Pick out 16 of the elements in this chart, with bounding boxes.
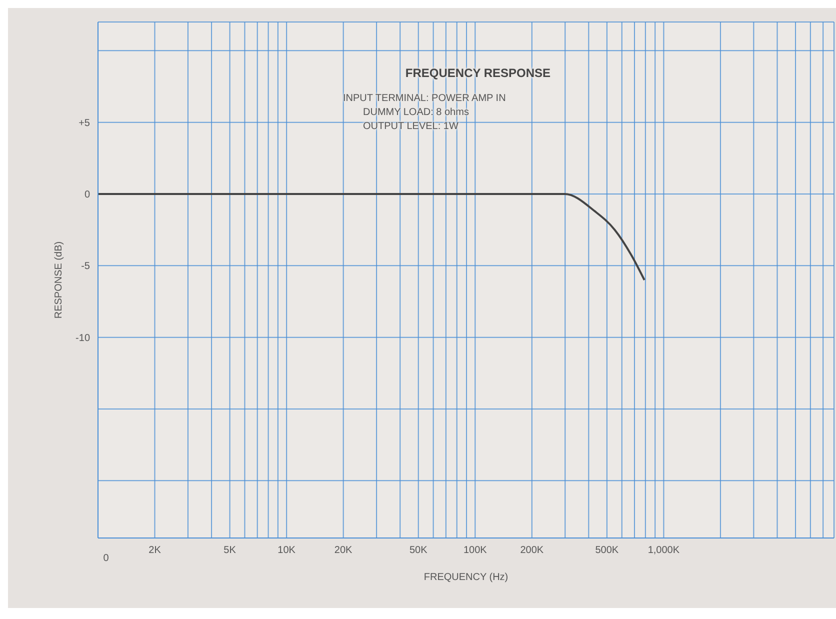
y-tick-label: 0 [84, 190, 90, 201]
x-tick-label: 1,000K [648, 545, 680, 556]
y-tick-label: -10 [76, 332, 90, 344]
x-axis-title: FREQUENCY (Hz) [424, 572, 508, 583]
x-tick-label: 100K [463, 545, 488, 556]
y-axis-title: RESPONSE (dB) [54, 241, 65, 319]
text: 0 [102, 553, 110, 564]
x-tick-label: 200K [520, 545, 544, 556]
x-tick-label: 5K [224, 545, 236, 556]
y-tick-label: -5 [81, 261, 90, 272]
x-tick-label: 50K [409, 545, 428, 556]
x-tick-label: 500K [595, 545, 619, 556]
x-tick-label: 2K [148, 545, 162, 556]
x-tick-label: 20K [334, 545, 353, 556]
x-tick-label: 10K [278, 545, 296, 556]
y-tick-label: +5 [78, 118, 90, 129]
